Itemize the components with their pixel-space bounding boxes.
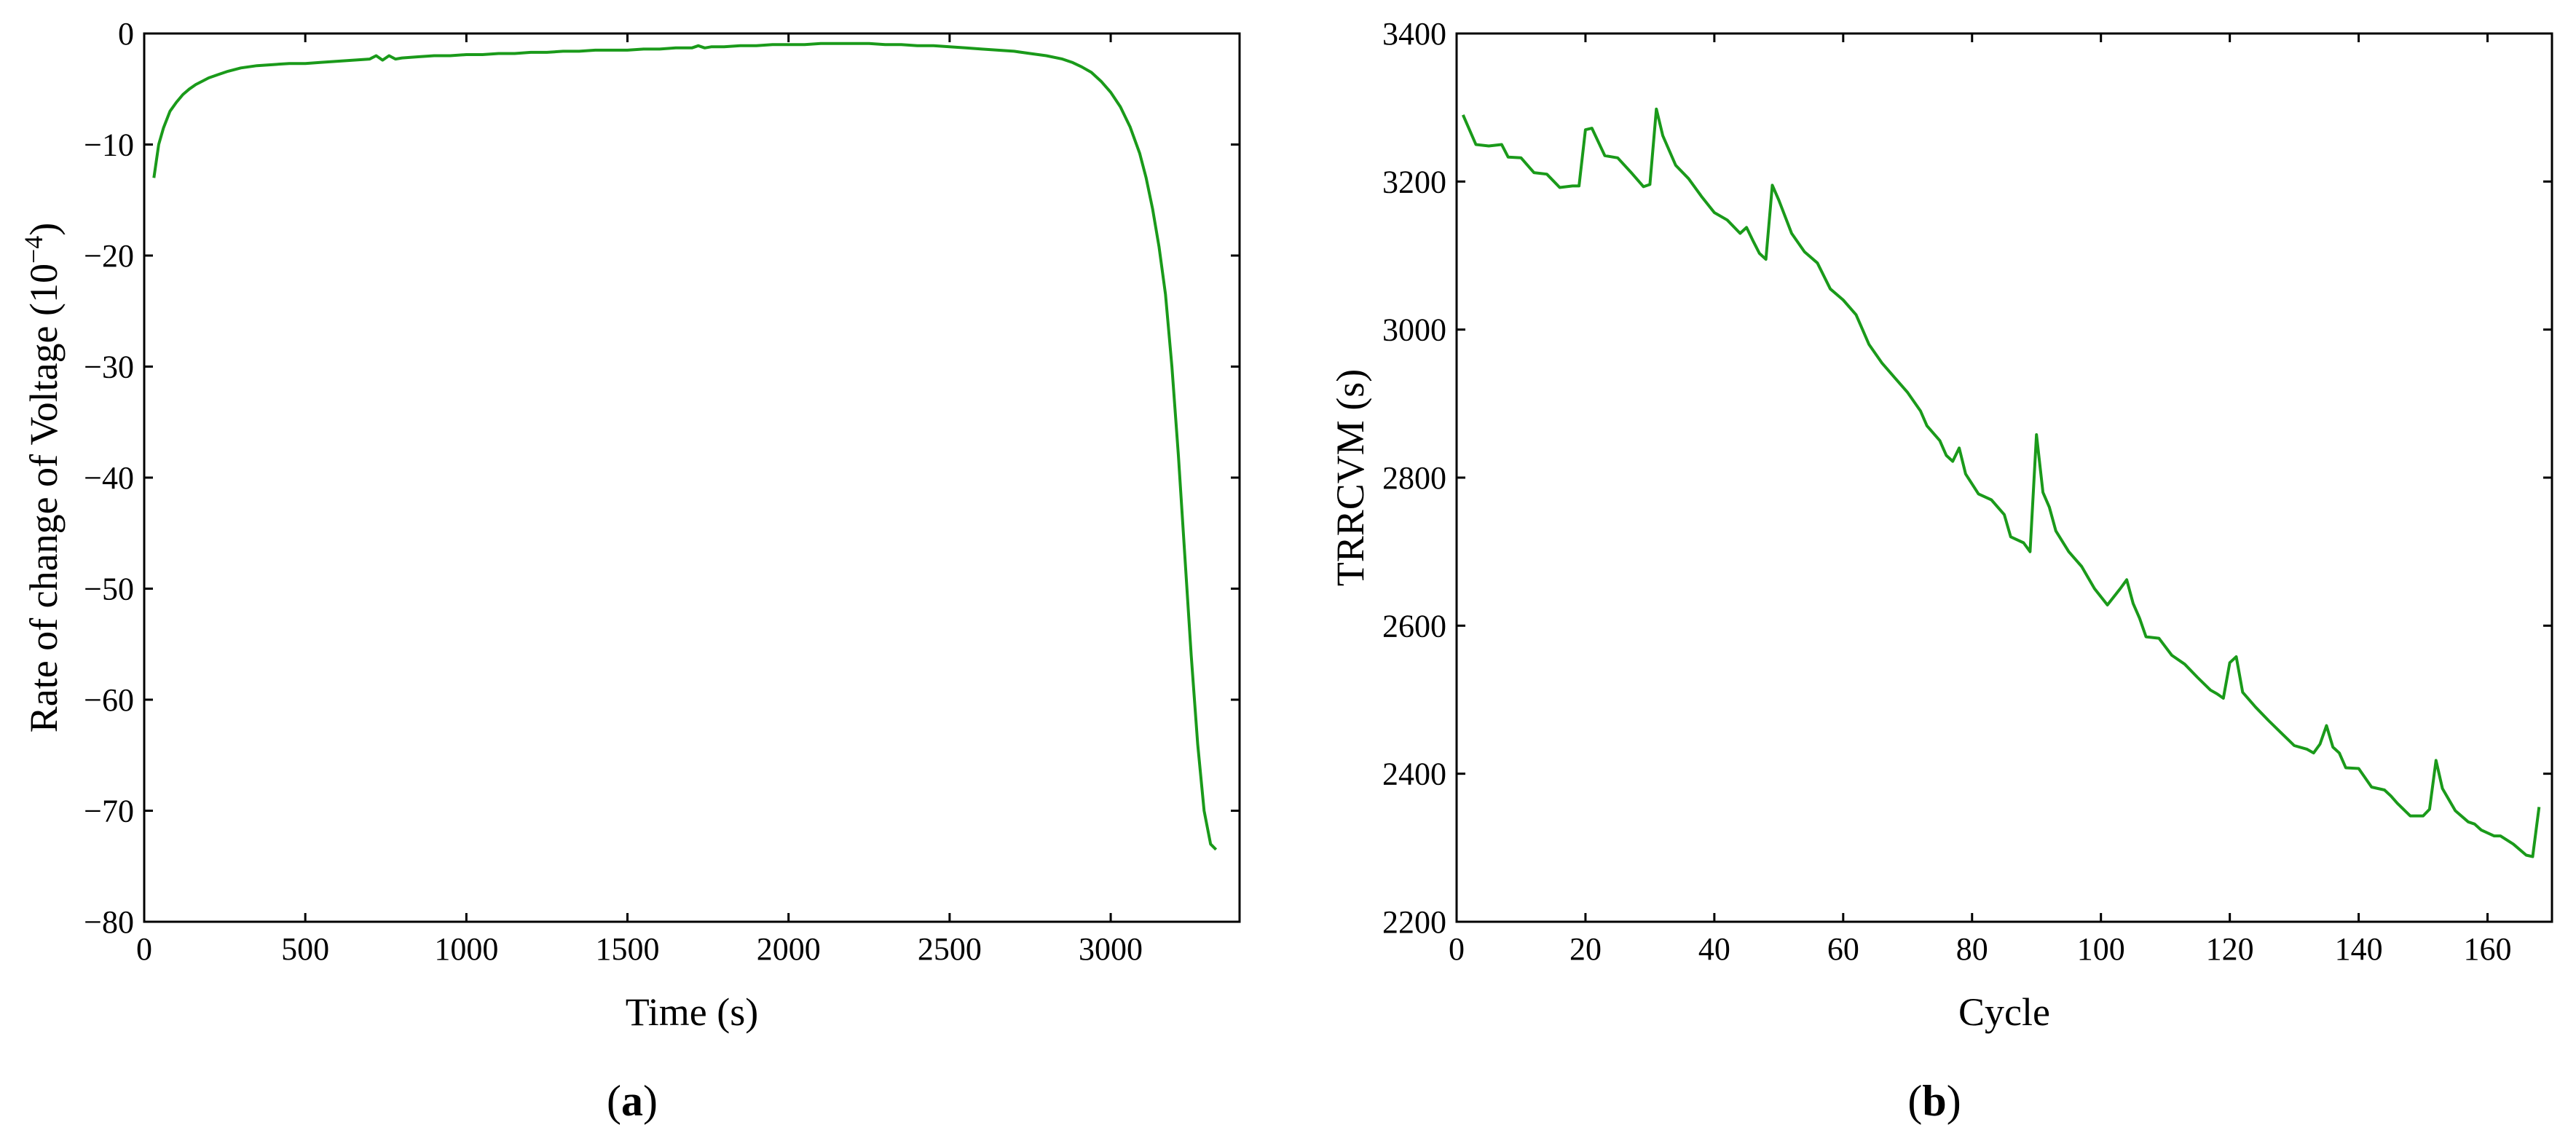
chart-b-y-tick-label: 3000 [1382,312,1446,348]
chart-b-panel-label: (b) [1907,1077,1961,1125]
chart-b-y-tick-label: 3400 [1382,16,1446,52]
chart-b-x-tick-label: 160 [2464,931,2512,967]
chart-a-x-tick-label: 1000 [434,931,498,967]
chart-a-x-tick-label: 0 [136,931,152,967]
chart-b-y-tick-label: 2400 [1382,756,1446,792]
chart-a-x-tick-label: 1500 [596,931,660,967]
chart-b: 0 20 40 60 80 100 120 140 160 2200 2400 2600 2800 30… [1328,16,2553,1125]
chart-a-y-tick-label: −40 [84,460,134,496]
chart-b-x-axis-label: Cycle [1958,990,2050,1034]
chart-a-y-tick-label: −60 [84,682,134,718]
chart-b-y-tick-label: 2600 [1382,608,1446,644]
chart-a-series-line [152,42,1218,851]
chart-a-y-ticks: 0 −10 −20 −30 −40 −50 −60 −70 −80 [84,16,1240,940]
chart-a-x-axis-label: Time (s) [626,990,759,1034]
chart-a-y-tick-label: −70 [84,794,134,829]
chart-a-x-tick-label: 2500 [918,931,982,967]
chart-a-y-axis-label-base: Rate of change of Voltage (10 [22,264,66,732]
chart-a-y-tick-label: −50 [84,572,134,607]
chart-a-y-tick-label: −20 [84,238,134,274]
chart-a-panel-letter: a [621,1077,643,1125]
chart-a: 0 500 1000 1500 2000 2500 3000 0 −10 −20 −30 −40 −5… [19,16,1241,1125]
chart-b-y-axis-label: TRRCVM (s) [1328,369,1372,587]
chart-b-x-tick-label: 0 [1449,931,1465,967]
chart-a-y-axis-label-exponent: −4 [19,236,48,264]
chart-a-y-tick-label: −10 [84,127,134,163]
chart-b-y-tick-label: 2800 [1382,460,1446,496]
chart-b-x-tick-label: 40 [1698,931,1730,967]
chart-a-x-tick-label: 500 [281,931,329,967]
chart-b-x-tick-label: 120 [2206,931,2254,967]
chart-b-y-ticks: 2200 2400 2600 2800 3000 3200 3400 [1382,16,2552,940]
chart-b-series-line [1461,107,2541,858]
chart-a-y-axis-label-tail: ) [22,223,66,236]
chart-a-y-axis-label: Rate of change of Voltage (10−4) [19,223,66,733]
chart-a-frame [143,32,1241,923]
chart-b-x-tick-label: 20 [1569,931,1602,967]
chart-a-y-tick-label: 0 [118,16,134,52]
chart-b-y-tick-label: 3200 [1382,164,1446,199]
chart-b-x-tick-label: 60 [1827,931,1859,967]
chart-a-y-tick-label: −80 [84,904,134,940]
chart-b-frame [1455,32,2553,923]
chart-a-x-ticks: 0 500 1000 1500 2000 2500 3000 [136,33,1143,967]
chart-b-x-tick-label: 80 [1956,931,1988,967]
chart-b-panel-letter: b [1922,1077,1946,1125]
chart-a-panel-label: (a) [607,1077,658,1125]
chart-b-y-tick-label: 2200 [1382,904,1446,940]
chart-b-x-tick-label: 140 [2335,931,2383,967]
chart-b-x-tick-label: 100 [2077,931,2125,967]
chart-a-y-tick-label: −30 [84,349,134,385]
chart-b-x-ticks: 0 20 40 60 80 100 120 140 160 [1449,33,2512,967]
chart-a-x-tick-label: 2000 [757,931,821,967]
chart-a-x-tick-label: 3000 [1079,931,1143,967]
